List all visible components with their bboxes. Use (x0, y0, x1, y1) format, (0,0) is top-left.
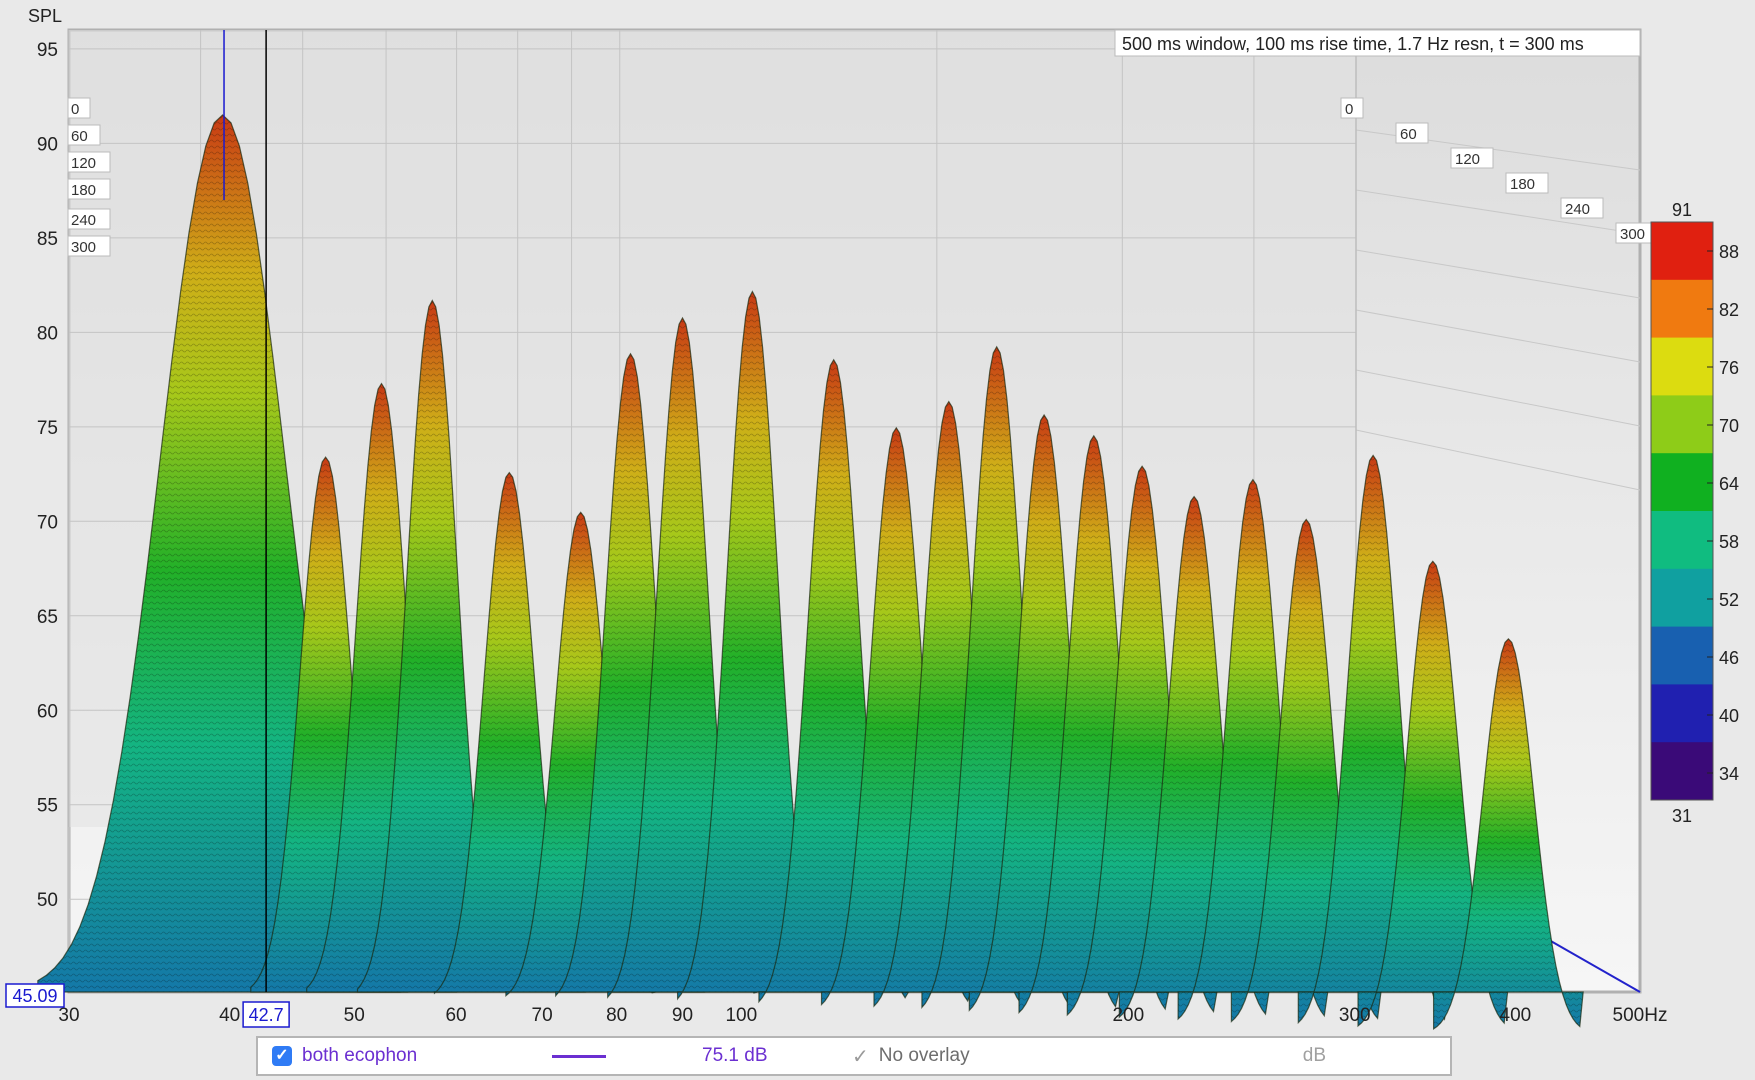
colorbar-tick-label: 34 (1719, 764, 1739, 784)
series-value: 75.1 dB (702, 1045, 768, 1066)
colorbar-segment (1651, 742, 1713, 801)
cursor-y-label: 45.09 (12, 986, 57, 1006)
x-tick-label: 300 (1339, 1005, 1371, 1026)
x-tick-label: 50 (344, 1005, 365, 1026)
x-tick-label: 500Hz (1613, 1005, 1668, 1026)
y-tick-label: 70 (37, 512, 58, 533)
title-box (1114, 29, 1641, 57)
legend-bar: ✓ both ecophon 75.1 dB ✓ No overlay dB (256, 1036, 1452, 1076)
perspective-line (1355, 249, 1641, 299)
x-tick-label: 60 (445, 1005, 466, 1026)
x-tick-label: 200 (1112, 1005, 1144, 1026)
perspective-line (1355, 309, 1641, 363)
time-label-left-box (67, 235, 111, 257)
colorbar-segment (1651, 568, 1713, 628)
time-label-left-box (67, 124, 101, 146)
perspective-line (1355, 429, 1641, 491)
colorbar-tick-label: 46 (1719, 648, 1739, 668)
cursor-x-label: 42.7 (249, 1005, 284, 1025)
cursor-y-box (5, 983, 65, 1008)
time-label-right-box (1340, 97, 1364, 119)
colorbar-tick-label: 40 (1719, 706, 1739, 726)
overlay-label[interactable]: No overlay (878, 1045, 970, 1066)
time-label-right-box (1505, 172, 1549, 194)
y-tick-label: 60 (37, 701, 58, 722)
y-tick-label: 55 (37, 796, 58, 817)
perspective-line (1355, 369, 1641, 427)
colorbar-frame (1650, 221, 1714, 801)
x-tick-label: 400 (1500, 1005, 1532, 1026)
colorbar-tick-label: 52 (1719, 590, 1739, 610)
time-label-left: 120 (71, 155, 96, 172)
time-label-left-box (67, 178, 111, 200)
time-label-left: 0 (71, 101, 79, 118)
time-label-left: 180 (71, 182, 96, 199)
time-label-right-box (1560, 197, 1604, 219)
y-axis-label: SPL (28, 6, 62, 26)
colorbar-segment (1651, 626, 1713, 685)
x-tick-label: 80 (606, 1005, 627, 1026)
time-label-right: 240 (1565, 201, 1590, 218)
time-label-right-box (1395, 122, 1429, 144)
time-label-left-box (67, 208, 111, 230)
colorbar-segment (1651, 453, 1713, 512)
x-tick-label: 70 (532, 1005, 553, 1026)
x-tick-label: 100 (725, 1005, 757, 1026)
ridge-texture (1433, 638, 1584, 1029)
time-label-right: 300 (1620, 226, 1645, 243)
x-tick-label: 90 (672, 1005, 693, 1026)
colorbar-segment (1651, 337, 1713, 396)
perspective-line (1355, 189, 1641, 235)
y-tick-label: 95 (37, 40, 58, 61)
series-name[interactable]: both ecophon (302, 1045, 418, 1066)
x-tick-label: 30 (58, 1005, 79, 1026)
colorbar-tick-label: 76 (1719, 358, 1739, 378)
time-label-left: 240 (71, 212, 96, 229)
time-label-right: 0 (1345, 101, 1353, 118)
colorbar-segment (1651, 684, 1713, 743)
colorbar-segment (1651, 511, 1713, 570)
y-tick-label: 90 (37, 134, 58, 155)
ridge-texture (357, 300, 508, 992)
colorbar-tick-label: 82 (1719, 300, 1739, 320)
time-label-left: 60 (71, 128, 88, 145)
colorbar-tick-label: 88 (1719, 242, 1739, 262)
colorbar-segment (1651, 395, 1713, 454)
x-tick-label: 40 (219, 1005, 240, 1026)
time-label-right-box (1450, 147, 1494, 169)
time-label-right: 60 (1400, 126, 1417, 143)
time-label-right: 120 (1455, 151, 1480, 168)
cursor-x-box (242, 1001, 290, 1028)
ridge-texture (677, 291, 828, 999)
chart-title: 500 ms window, 100 ms rise time, 1.7 Hz … (1122, 34, 1584, 54)
colorbar-tick-label: 70 (1719, 416, 1739, 436)
time-label-left-box (67, 97, 91, 119)
colorbar-tick-label: 58 (1719, 532, 1739, 552)
colorbar-min: 31 (1672, 806, 1692, 826)
colorbar-max: 91 (1672, 200, 1692, 220)
colorbar-tick-label: 64 (1719, 474, 1739, 494)
colorbar-segment (1651, 279, 1713, 339)
series-checkbox[interactable]: ✓ (272, 1046, 292, 1066)
y-tick-label: 85 (37, 229, 58, 250)
y-tick-label: 65 (37, 607, 58, 628)
unit-label: dB (1302, 1045, 1327, 1066)
time-label-right: 180 (1510, 176, 1535, 193)
y-tick-label: 50 (37, 890, 58, 911)
y-tick-label: 75 (37, 418, 58, 439)
overlay-check-icon[interactable]: ✓ (852, 1045, 869, 1068)
time-label-left: 300 (71, 239, 96, 256)
colorbar-segment (1651, 222, 1713, 281)
series-line-swatch (552, 1054, 606, 1058)
y-tick-label: 80 (37, 323, 58, 344)
time-label-left-box (67, 151, 111, 173)
